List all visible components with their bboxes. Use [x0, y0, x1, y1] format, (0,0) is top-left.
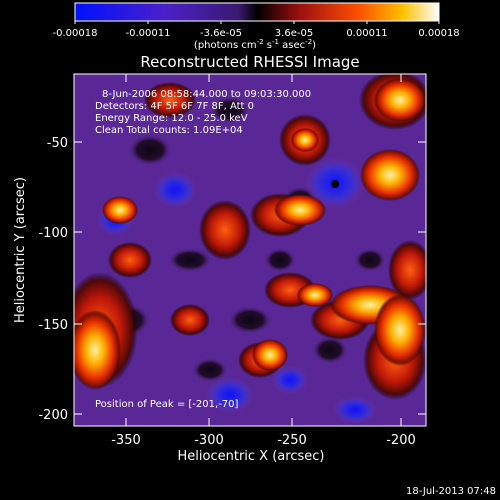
plot-axes — [73, 73, 427, 427]
info-detectors: Detectors: 4F 5F 6F 7F 8F, Att 0 — [95, 101, 254, 112]
info-total-counts: Clean Total counts: 1.09E+04 — [95, 125, 243, 136]
footer-timestamp: 18-Jul-2013 07:48 — [406, 486, 496, 497]
y-tick-label: -150 — [38, 318, 68, 333]
peak-position: Position of Peak = [-201,-70] — [95, 399, 239, 410]
y-tick-label: -50 — [47, 136, 68, 151]
plot-title: Reconstructed RHESSI Image — [140, 53, 359, 71]
colorbar-tick: 3.6e-05 — [275, 28, 313, 39]
colorbar-tick: -3.6e-05 — [200, 28, 242, 39]
x-tick-label: -350 — [111, 433, 141, 448]
colorbar-tick: -0.00011 — [126, 28, 171, 39]
info-energy-range: Energy Range: 12.0 - 25.0 keV — [95, 113, 248, 124]
x-tick-label: -200 — [386, 433, 416, 448]
y-tick-label: -100 — [38, 226, 68, 241]
info-overlay: 8-Jun-2006 08:58:44.000 to 09:03:30.000 … — [95, 89, 311, 410]
y-tick-label: -200 — [38, 408, 68, 423]
colorbar-tick: 0.00011 — [346, 28, 387, 39]
colorbar-unit-label: (photons cm-2 s-1 asec-2) — [194, 38, 316, 51]
colorbar: -0.00018 -0.00011 -3.6e-05 3.6e-05 0.000… — [53, 2, 460, 51]
x-tick-label: -250 — [277, 433, 307, 448]
rhessi-image — [74, 74, 426, 426]
colorbar-tick: -0.00018 — [53, 28, 98, 39]
info-time-range: 8-Jun-2006 08:58:44.000 to 09:03:30.000 — [102, 89, 311, 100]
x-axis-label: Heliocentric X (arcsec) — [178, 449, 325, 464]
colorbar-tick: 0.00018 — [418, 28, 459, 39]
y-axis-label: Heliocentric Y (arcsec) — [13, 177, 28, 323]
x-tick-label: -300 — [194, 433, 224, 448]
